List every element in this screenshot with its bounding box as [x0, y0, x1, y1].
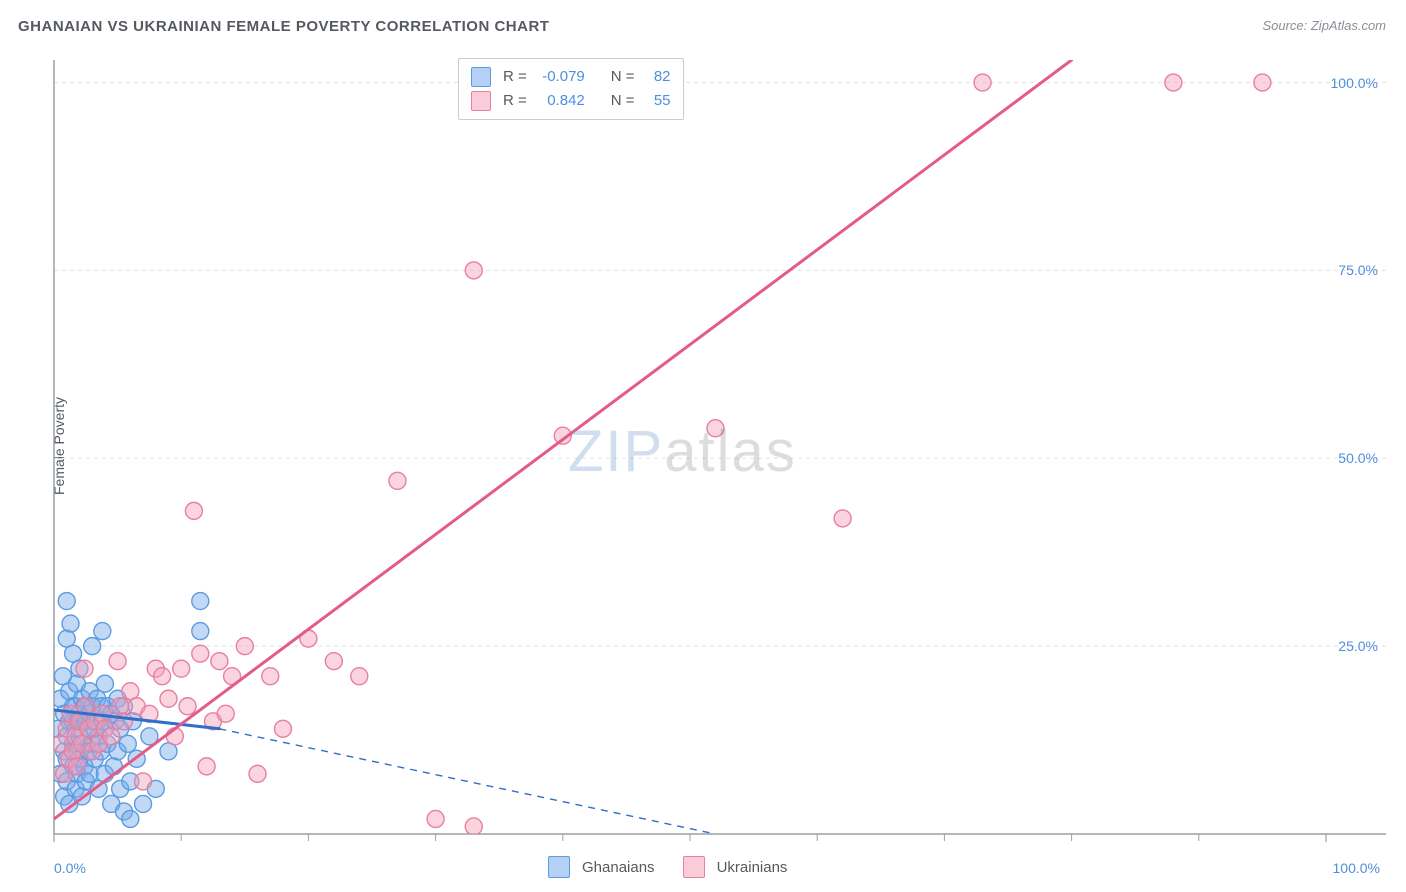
- legend-swatch-ukrainians-icon: [683, 856, 705, 878]
- x-tick-label: 0.0%: [54, 860, 86, 876]
- legend-item-ghanaians: Ghanaians: [548, 856, 655, 878]
- chart-container: GHANAIAN VS UKRAINIAN FEMALE POVERTY COR…: [0, 0, 1406, 892]
- r-value-ghanaians: -0.079: [535, 65, 585, 89]
- y-tick-label: 50.0%: [1338, 450, 1378, 466]
- correlation-stats-box: R = -0.079 N = 82 R = 0.842 N = 55: [458, 58, 684, 120]
- y-tick-label: 25.0%: [1338, 638, 1378, 654]
- legend-item-ukrainians: Ukrainians: [683, 856, 788, 878]
- legend-label-ukrainians: Ukrainians: [717, 859, 788, 876]
- plot-area: ZIPatlas 25.0%50.0%75.0%100.0% 0.0%100.0…: [48, 48, 1386, 848]
- y-tick-label: 100.0%: [1331, 75, 1378, 91]
- n-label: N =: [611, 89, 635, 113]
- legend-swatch-ghanaians-icon: [548, 856, 570, 878]
- n-label: N =: [611, 65, 635, 89]
- series-legend: Ghanaians Ukrainians: [548, 856, 787, 878]
- swatch-ukrainians-icon: [471, 91, 491, 111]
- r-label: R =: [503, 65, 527, 89]
- n-value-ukrainians: 55: [643, 89, 671, 113]
- n-value-ghanaians: 82: [643, 65, 671, 89]
- stats-row-ghanaians: R = -0.079 N = 82: [471, 65, 671, 89]
- x-tick-label: 100.0%: [1333, 860, 1380, 876]
- swatch-ghanaians-icon: [471, 67, 491, 87]
- scatter-plot-svg: [48, 48, 1386, 848]
- r-value-ukrainians: 0.842: [535, 89, 585, 113]
- source-label: Source: ZipAtlas.com: [1262, 18, 1386, 33]
- stats-row-ukrainians: R = 0.842 N = 55: [471, 89, 671, 113]
- chart-title: GHANAIAN VS UKRAINIAN FEMALE POVERTY COR…: [18, 18, 549, 35]
- y-tick-label: 75.0%: [1338, 262, 1378, 278]
- r-label: R =: [503, 89, 527, 113]
- legend-label-ghanaians: Ghanaians: [582, 859, 655, 876]
